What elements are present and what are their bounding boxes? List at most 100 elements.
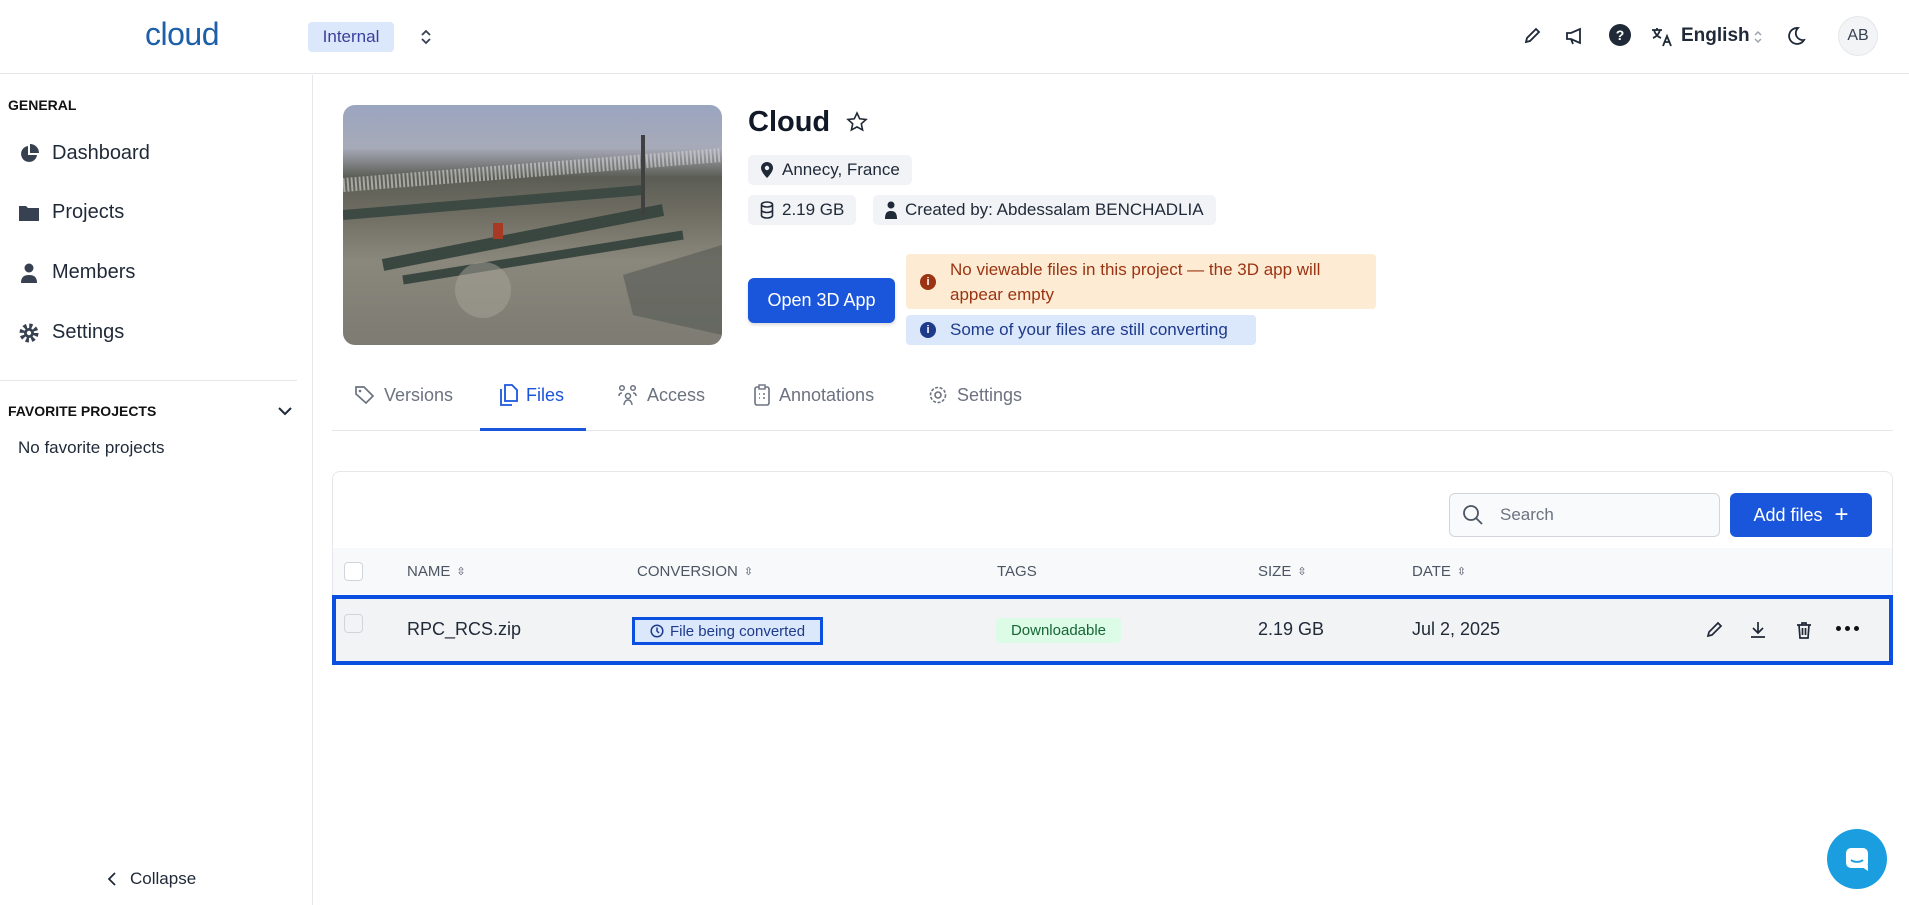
project-thumbnail [343,105,722,345]
gear-icon [19,323,39,342]
sort-icon: ⇳ [456,566,466,578]
user-icon [885,201,897,219]
warning-icon: i [920,273,936,290]
warning-text: No viewable files in this project — the … [950,259,1321,304]
files-icon [500,384,518,406]
tab-label: Files [526,384,565,405]
sidebar-item-members[interactable]: Members [18,261,135,284]
plus-icon: + [1834,501,1849,528]
conversion-text: File being converted [669,622,806,640]
top-bar [0,0,1909,74]
tab-settings[interactable]: Settings [927,384,1022,406]
sidebar-item-dashboard[interactable]: Dashboard [18,142,150,165]
logo[interactable]: cloud [145,16,220,52]
general-section-title: GENERAL [8,97,77,113]
tab-access[interactable]: Access [617,384,705,406]
moon-icon[interactable] [1783,24,1807,48]
column-header-conversion[interactable]: CONVERSION ⇳ [637,563,753,580]
sidebar [0,75,313,905]
select-all-checkbox[interactable] [344,562,363,581]
translate-icon[interactable] [1649,24,1675,50]
tab-versions[interactable]: Versions [354,384,453,406]
users-icon [618,384,637,406]
info-icon: i [920,322,936,338]
collapse-button[interactable]: Collapse [108,869,196,889]
column-header-date[interactable]: DATE ⇳ [1412,563,1466,580]
file-name[interactable]: RPC_RCS.zip [407,619,522,639]
add-files-label: Add files [1753,504,1823,525]
tab-label: Versions [384,384,454,405]
column-label: TAGS [997,563,1037,580]
sidebar-item-label: Dashboard [52,142,150,164]
search-icon [1463,505,1483,525]
open-3d-app-button[interactable]: Open 3D App [748,278,895,323]
file-size: 2.19 GB [1258,619,1325,639]
folder-icon [19,205,39,221]
location-chip: Annecy, France [748,155,912,185]
sort-icon: ⇳ [1297,566,1307,578]
sidebar-item-projects[interactable]: Projects [18,201,124,224]
help-icon[interactable]: ? [1609,24,1631,46]
conversion-status-badge: File being converted [632,617,823,645]
add-files-button[interactable]: Add files + [1730,493,1872,537]
tab-label: Settings [957,384,1023,405]
column-header-name[interactable]: NAME ⇳ [407,563,466,580]
chevron-updown-icon[interactable] [418,26,434,48]
created-by-text: Created by: Abdessalam BENCHADLIA [905,200,1204,219]
column-header-tags: TAGS [997,563,1037,580]
tab-label: Annotations [779,384,875,405]
warning-alert: i No viewable files in this project — th… [906,254,1376,309]
clipboard-icon [754,384,770,406]
sidebar-item-label: Projects [52,201,125,223]
gear-icon [929,386,947,404]
chevron-left-icon [108,872,116,886]
sidebar-item-settings[interactable]: Settings [18,321,124,344]
chevron-updown-icon[interactable] [1753,29,1763,50]
tabs-divider [332,430,1893,431]
file-date: Jul 2, 2025 [1412,619,1501,639]
page-title: Cloud [748,106,831,138]
megaphone-icon[interactable] [1563,24,1587,48]
tab-annotations[interactable]: Annotations [753,384,874,406]
star-icon[interactable] [846,111,868,138]
size-chip: 2.19 GB [748,195,857,225]
column-label: SIZE [1258,563,1292,580]
sidebar-item-label: Members [52,261,136,283]
size-text: 2.19 GB [782,200,845,219]
chevron-down-icon[interactable] [277,404,293,422]
edit-icon[interactable] [1704,620,1724,645]
pencil-icon[interactable] [1520,24,1544,48]
pie-chart-icon [21,143,39,162]
favorites-empty-text: No favorite projects [18,438,165,457]
column-header-size[interactable]: SIZE ⇳ [1258,563,1307,580]
database-icon [760,201,774,219]
created-by-chip: Created by: Abdessalam BENCHADLIA [873,195,1216,225]
chat-launcher-button[interactable] [1827,829,1887,889]
user-icon [21,263,37,283]
tab-files[interactable]: Files [500,384,564,406]
tag-icon [355,386,375,405]
search-placeholder: Search [1500,505,1554,524]
sidebar-item-label: Settings [52,321,125,343]
collapse-label: Collapse [130,869,197,888]
search-input[interactable]: Search [1449,493,1720,537]
table-header [333,548,1892,594]
info-alert: i Some of your files are still convertin… [906,315,1256,345]
row-checkbox[interactable] [344,614,363,633]
info-text: Some of your files are still converting [950,320,1228,339]
tag-badge: Downloadable [996,618,1121,643]
sort-icon: ⇳ [1456,566,1467,578]
avatar[interactable]: AB [1838,16,1878,56]
trash-icon[interactable] [1794,620,1814,645]
map-pin-icon [761,162,773,178]
workspace-selector[interactable]: Internal [308,22,394,52]
column-label: DATE [1412,563,1451,580]
clock-icon [650,624,664,638]
column-label: CONVERSION [637,563,738,580]
language-selector[interactable]: English [1681,25,1750,46]
chat-icon [1846,848,1868,871]
sort-icon: ⇳ [743,566,754,578]
download-icon[interactable] [1748,620,1768,645]
more-options-icon[interactable] [1836,626,1859,631]
tab-label: Access [647,384,706,405]
